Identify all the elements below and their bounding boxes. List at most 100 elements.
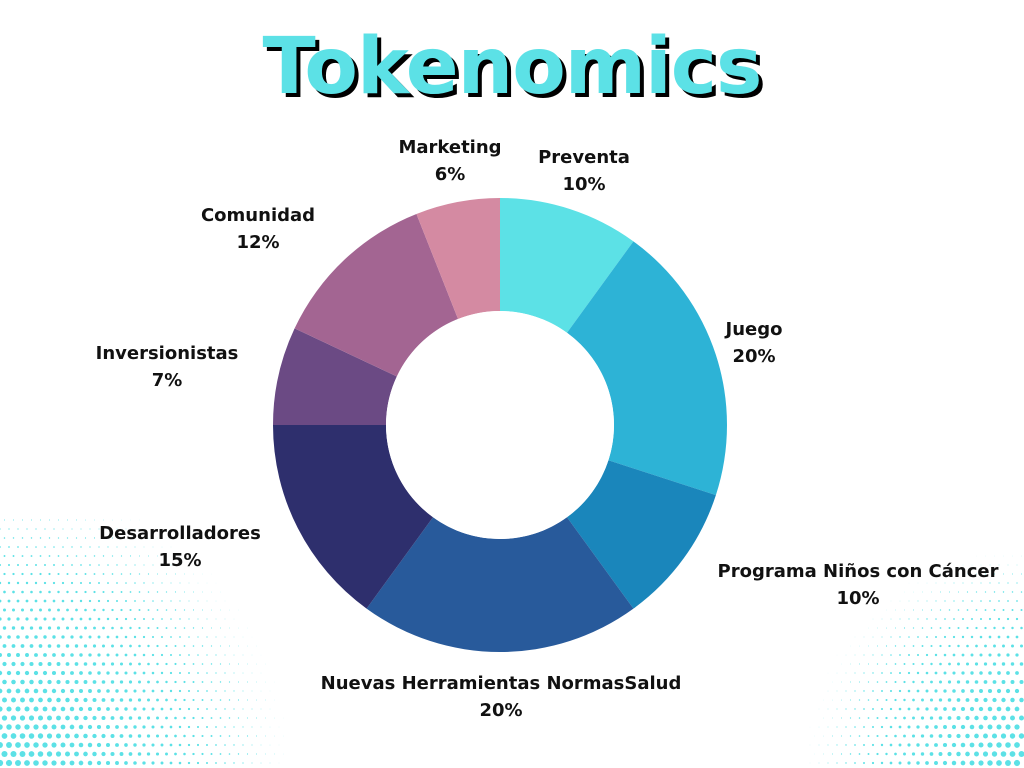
decor-dot (197, 636, 199, 638)
decor-dot (70, 599, 74, 603)
decor-dot (934, 725, 938, 729)
decor-dot (920, 752, 925, 756)
decor-dot (1, 715, 8, 721)
decor-dot (242, 654, 244, 656)
decor-dot (962, 600, 964, 602)
decor-dot (107, 564, 109, 566)
decor-dot (101, 680, 106, 684)
decor-dot (61, 671, 65, 675)
decor-dot (951, 724, 957, 730)
decor-dot (912, 698, 915, 702)
decor-dot (1020, 609, 1023, 611)
decor-dot (120, 591, 123, 593)
decor-dot (101, 698, 106, 702)
decor-dot (12, 537, 15, 539)
decor-dot (979, 617, 983, 621)
decor-dot (980, 582, 982, 584)
decor-dot (926, 600, 928, 602)
decor-dot (988, 671, 992, 675)
decor-dot (80, 546, 82, 548)
decor-dot (137, 752, 142, 756)
decor-dot (146, 752, 151, 756)
decor-dot (161, 618, 163, 620)
slice-label-name: Desarrolladores (99, 523, 261, 544)
decor-dot (55, 733, 62, 739)
decor-dot (206, 762, 208, 764)
slice-label: Inversionistas 7% (96, 340, 239, 394)
decor-dot (169, 725, 173, 729)
decor-dot (120, 644, 123, 648)
decor-dot (106, 725, 110, 729)
decor-dot (206, 654, 208, 656)
decor-dot (110, 751, 115, 757)
decor-dot (996, 742, 1002, 748)
decor-dot (956, 716, 961, 720)
decor-dot (997, 635, 1001, 639)
decor-dot (197, 708, 199, 710)
decor-dot (962, 618, 964, 620)
decor-dot (20, 697, 25, 703)
decor-dot (88, 689, 92, 693)
decor-dot (16, 635, 20, 639)
decor-dot (15, 670, 21, 676)
decor-dot (841, 699, 842, 701)
decor-dot (107, 528, 109, 530)
decor-dot (21, 590, 24, 594)
decor-dot (1007, 564, 1009, 566)
decor-dot (1015, 635, 1019, 639)
decor-dot (61, 653, 65, 657)
decor-dot (147, 662, 150, 666)
decor-dot (106, 635, 110, 639)
decor-dot (97, 671, 101, 675)
decor-dot (836, 672, 838, 674)
decor-dot (115, 725, 119, 729)
decor-dot (7, 617, 11, 621)
decor-dot (39, 537, 42, 539)
decor-dot (89, 564, 91, 566)
decor-dot (125, 564, 127, 566)
decor-dot (183, 698, 186, 702)
decor-dot (957, 609, 960, 611)
decor-dot (97, 635, 101, 639)
decor-dot (92, 680, 97, 684)
decor-dot (115, 743, 119, 747)
decor-dot (1005, 742, 1011, 748)
decor-dot (129, 644, 132, 648)
decor-dot (160, 743, 164, 747)
decor-dot (1007, 582, 1009, 584)
decor-dot (251, 672, 253, 674)
decor-dot (165, 734, 168, 738)
decor-dot (56, 662, 61, 666)
decor-dot (58, 519, 59, 521)
decor-dot (912, 645, 915, 647)
decor-dot (56, 715, 61, 721)
decor-dot (242, 636, 244, 638)
decor-dot (894, 645, 897, 647)
decor-dot (7, 563, 11, 567)
decor-dot (215, 654, 217, 656)
decor-dot (98, 582, 100, 584)
decor-dot (931, 591, 932, 593)
decor-dot (147, 573, 150, 575)
decor-dot (78, 742, 84, 748)
decor-dot (138, 626, 141, 630)
decor-dot (61, 617, 65, 621)
decor-dot (183, 591, 186, 593)
slice-label-value: 6% (434, 164, 466, 185)
decor-dot (65, 662, 70, 666)
decor-dot (66, 555, 69, 557)
decor-dot (183, 734, 186, 738)
decor-dot (197, 582, 199, 584)
decor-dot (210, 663, 213, 665)
decor-dot (224, 654, 226, 656)
decor-dot (935, 618, 937, 620)
decor-dot (142, 761, 146, 765)
decor-dot (1002, 609, 1005, 611)
decor-dot (106, 617, 110, 621)
decor-dot (134, 600, 136, 602)
decor-dot (165, 680, 168, 684)
decor-dot (166, 555, 167, 557)
decor-dot (211, 591, 212, 593)
decor-dot (242, 690, 244, 692)
decor-dot (903, 645, 906, 647)
